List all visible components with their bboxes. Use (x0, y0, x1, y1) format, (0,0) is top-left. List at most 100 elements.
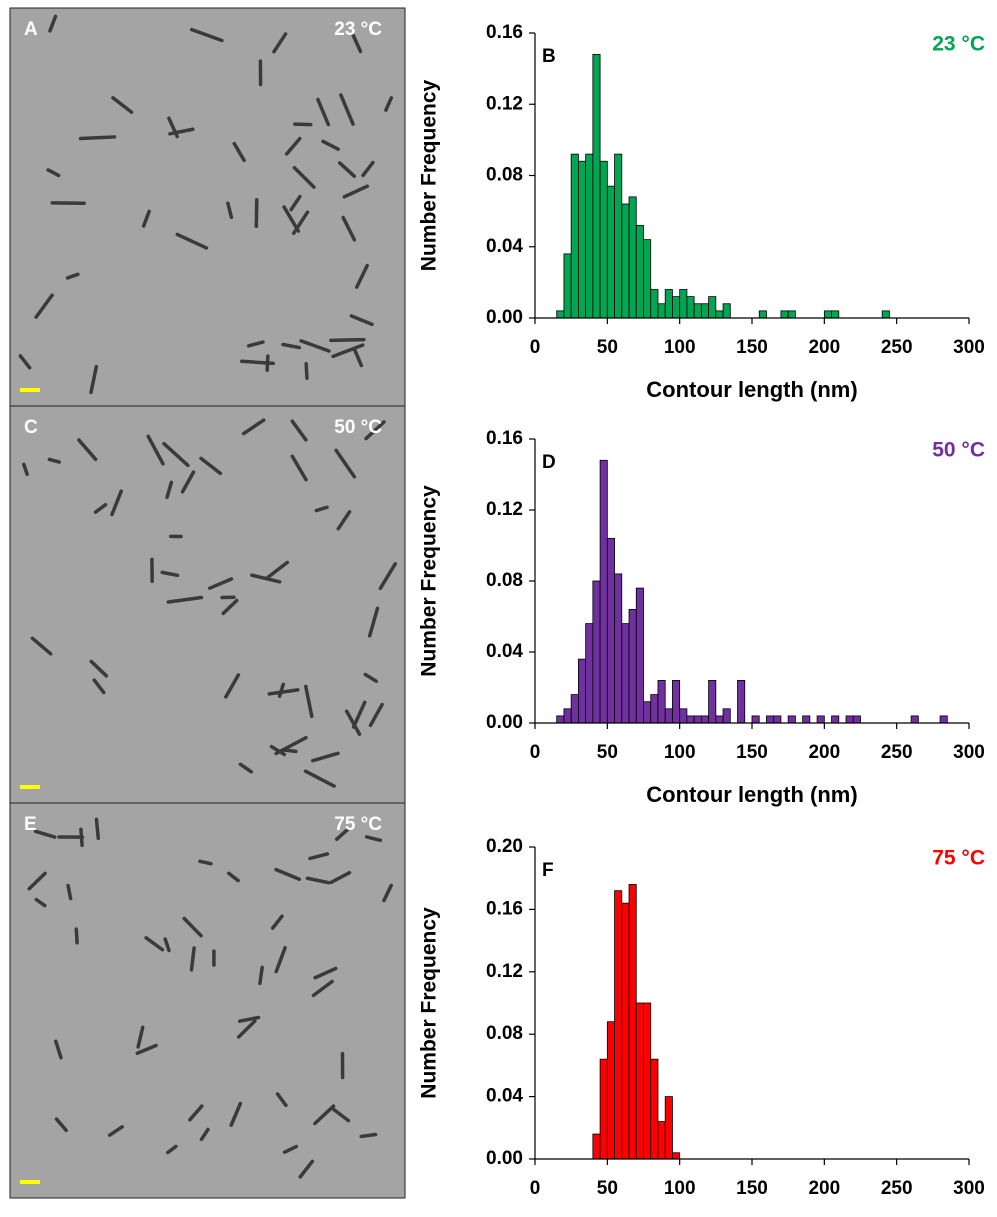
rod (272, 32, 288, 54)
bar (780, 310, 789, 319)
rod (313, 966, 338, 980)
rod (282, 1144, 299, 1154)
rod (275, 1092, 288, 1108)
rod (270, 914, 284, 930)
y-tick-label: 0.12 (486, 961, 523, 982)
rod (341, 215, 357, 242)
rod (165, 480, 174, 500)
rod (229, 1101, 243, 1127)
rod (107, 1125, 124, 1137)
rod (166, 1144, 178, 1155)
bar (816, 715, 825, 724)
rod (314, 505, 329, 513)
rod (277, 682, 286, 698)
rod (304, 684, 314, 719)
bar (563, 708, 572, 724)
bar (599, 459, 608, 724)
y-tick-label: 0.04 (486, 1086, 523, 1107)
rod (289, 194, 302, 212)
rod (310, 751, 340, 763)
bar (657, 303, 666, 319)
bar (606, 1021, 615, 1160)
x-tick-label: 250 (881, 337, 913, 358)
bar (672, 680, 681, 724)
bar (621, 203, 630, 319)
scale-bar (20, 1180, 40, 1184)
bar (643, 1002, 652, 1160)
rod (274, 945, 287, 974)
rod (163, 937, 171, 953)
rod (308, 852, 330, 861)
bar (643, 239, 652, 319)
rod (291, 210, 310, 236)
rod (290, 454, 308, 482)
rod (293, 122, 313, 127)
y-tick-label: 0.00 (486, 307, 523, 328)
rod (298, 1159, 315, 1179)
rod (224, 673, 241, 699)
panel-label: C (24, 417, 38, 438)
rod (303, 769, 336, 788)
x-tick-label: 50 (597, 337, 618, 358)
bar (606, 538, 615, 724)
rod (78, 135, 117, 141)
x-tick-label: 300 (953, 337, 985, 358)
bar (650, 694, 659, 724)
rod (349, 314, 374, 327)
rod (269, 744, 287, 757)
rod (382, 883, 393, 903)
rod (241, 418, 266, 436)
x-tick-label: 0 (530, 1178, 541, 1199)
x-tick-label: 200 (808, 337, 840, 358)
y-axis-label: Number Frequency (418, 485, 441, 677)
y-axis-label: Number Frequency (418, 907, 441, 1099)
bar (614, 890, 623, 1160)
temperature-label: 75 °C (932, 847, 985, 870)
rod (18, 354, 32, 370)
rod (89, 364, 99, 395)
rod (30, 636, 53, 656)
bar (628, 884, 637, 1160)
y-tick-label: 0.08 (486, 570, 523, 591)
bar (628, 609, 637, 724)
rod (363, 672, 378, 683)
rod (364, 835, 383, 843)
bar (614, 153, 623, 319)
bar (592, 53, 601, 319)
rod (74, 927, 79, 945)
rod (321, 139, 340, 151)
rod (198, 859, 213, 866)
rod (77, 438, 98, 462)
bar (585, 153, 594, 319)
bar (650, 289, 659, 319)
y-axis-label: Number Frequency (418, 79, 441, 271)
temperature-label: 50 °C (932, 439, 985, 462)
rod (337, 161, 357, 178)
y-tick-label: 0.20 (486, 836, 523, 857)
bar (556, 310, 565, 319)
rod (110, 489, 123, 517)
rod (65, 272, 80, 280)
rod (267, 688, 300, 696)
y-tick-label: 0.16 (486, 898, 523, 919)
rod (34, 293, 54, 319)
rod (79, 827, 84, 848)
rod (329, 337, 366, 343)
rod (27, 871, 47, 891)
x-tick-label: 150 (736, 742, 768, 763)
rod (226, 871, 240, 883)
bar (700, 303, 709, 319)
rod (199, 456, 223, 476)
x-tick-label: 0 (530, 337, 541, 358)
rod (167, 116, 179, 139)
rod (292, 166, 316, 189)
rod (237, 1015, 261, 1023)
rod (93, 502, 108, 514)
rod (199, 1127, 210, 1142)
panel-label: B (542, 46, 556, 67)
bar (599, 1058, 608, 1160)
x-tick-label: 250 (881, 1178, 913, 1199)
rod (299, 339, 331, 353)
scale-bar (20, 785, 40, 789)
